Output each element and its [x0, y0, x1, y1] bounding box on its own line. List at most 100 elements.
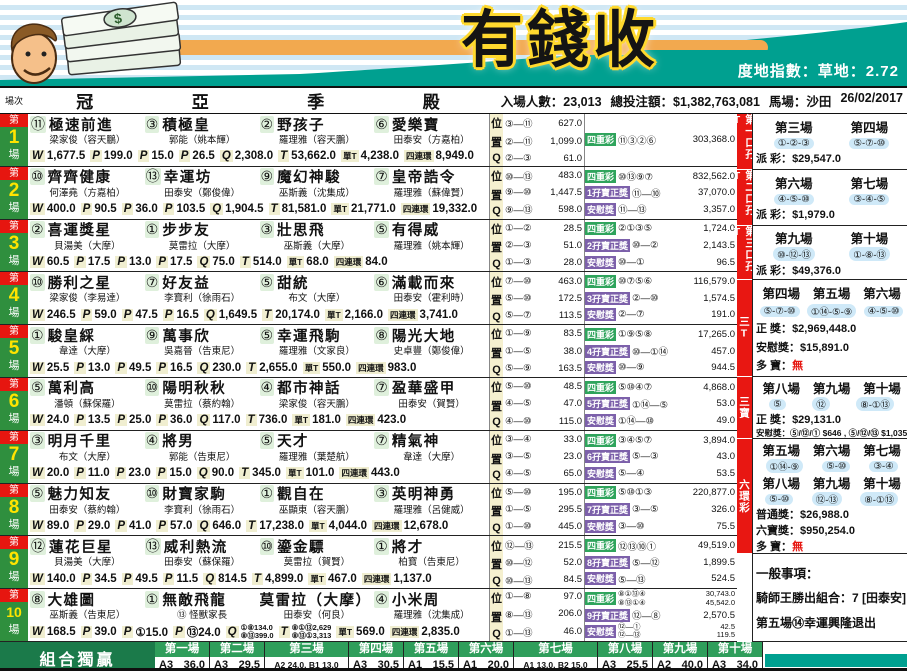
odds-value: 34.5: [94, 572, 117, 585]
payout-line: 多 寶：無: [756, 357, 907, 373]
odds-value: 41.0: [128, 519, 152, 532]
consolation-dividend: 191.0: [711, 309, 735, 321]
payout-line-key: 派 彩：: [756, 209, 793, 222]
place-q-char: 位: [491, 382, 502, 395]
horse-cell: ⑤ 有得威: [374, 220, 489, 240]
place-combo-row: ③—⑤ 23.0: [503, 451, 584, 462]
place-q-char: 位: [491, 276, 502, 289]
odds-item: W 168.5: [30, 625, 76, 638]
double-dividend: 2,143.5: [703, 239, 735, 251]
place-rows: ③—④ 33.0 ③—⑤ 23.0 ④—⑤ 65.0: [503, 431, 584, 483]
combo-win-race-header: 第三場: [265, 642, 348, 657]
odds-item: P 13.0: [74, 361, 110, 374]
odds-value: 4,899.0: [264, 572, 304, 585]
combo-win-dividend: 20.0: [487, 659, 509, 671]
race-label-suffix: 場: [8, 307, 20, 320]
odds-pool-label: W: [30, 625, 45, 638]
odds-item: P 25.0: [115, 414, 151, 427]
panel-headers: 第五場 第六場 第七場: [756, 440, 907, 459]
general-note: 第五場⑭幸運興隆退出: [756, 616, 877, 630]
race-label-suffix: 場: [8, 518, 20, 531]
race-main: ⑤ 魅力知友 ⑩ 財寶家駒 ① 觀自在 ③ 英明神勇 田泰安（蔡約翰） 李寶利（徐雨石） 巫顯東（容…: [28, 483, 490, 536]
place-q-char: 置: [491, 453, 502, 466]
payout-panels: 第三場 第四場 ①-②-③ ⑤-⑦-⑩ 派 彩：$29,547.0 第六場 第七場 ④-⑤-⑩…: [752, 114, 907, 642]
odds-item: 單T 4,238.0: [340, 150, 399, 163]
combo-win-race-header: 第七場: [514, 642, 597, 657]
place-combo-row: ⑫—⑬ 215.5: [503, 538, 584, 553]
jockey-trainer: 莫雷拉（賀賢）: [283, 557, 351, 569]
payout-line-key: 安慰獎：: [756, 341, 800, 354]
jockey-trainer: 郭能（姚本輝）: [168, 135, 236, 146]
jockeys-line: 何澤堯（方嘉柏） 田泰安（鄭俊偉） 巫斯義（沈集成） 羅理雅（蘇偉賢）: [30, 187, 489, 200]
odds-value: 53,662.0: [291, 150, 336, 163]
odds-value: 16.5: [176, 308, 199, 321]
odds-pool-label: P: [74, 519, 86, 532]
jackpot-strip-segment: 三T: [737, 280, 752, 377]
place-block: 位置 Q ⑩—⑬ 483.0 ⑨—⑩ 1,447.5 ⑨—⑬ 598.0: [490, 166, 585, 219]
payout-line: 派 彩：$1,979.0: [756, 206, 907, 222]
odds-item: P 49.5: [121, 572, 158, 585]
payout-panel: 一般事項： 騎師王勝出組合：7 [田泰安] 第五場⑭幸運興隆退出: [753, 554, 907, 642]
payout-line-value: $29,547.0: [792, 153, 841, 166]
prize-block: 四重彩 ③④⑤⑦ 3,894.0 6孖寶正獎 ⑤—③ 43.0 安慰獎 ⑤—④ 53.5: [585, 431, 737, 483]
combo-pill: ④-⑤-⑩: [863, 305, 904, 317]
prize-block: 四重彩 ⑧①⑬④ 30,743.0 ⑧⑬①④ 45,542.0 9孖寶正獎 ⑫—⑧ 2,570…: [585, 589, 737, 641]
horse-number: ⑩: [30, 168, 45, 186]
place-combo: ⑩—⑬: [505, 171, 533, 183]
odds-value: 15.0: [169, 467, 192, 480]
odds-item: P 16.5: [162, 308, 199, 321]
odds-item: P 36.0: [121, 203, 158, 216]
horse-cell: ① 駿皇綵: [30, 325, 145, 345]
quartet-line: ⑧⑬①④ 45,542.0: [618, 597, 735, 608]
quartet-badge: 四重彩: [585, 433, 617, 447]
place-dividend: 1,099.0: [550, 135, 582, 147]
place-block: 位置 Q ⑤—⑩ 195.0 ①—⑤ 295.5 ①—⑩ 445.0: [490, 483, 585, 536]
odds-pool-label: P: [173, 625, 185, 638]
horse-name: 野孩子: [277, 117, 326, 134]
odds-pool-label: 單T: [331, 203, 350, 216]
race-label-prefix: 第: [0, 377, 28, 391]
combo-pill: ⑤-⑩: [822, 460, 851, 472]
quartet-combo: ②①③⑤: [618, 223, 653, 235]
panel-race-header: 第六場: [863, 287, 901, 302]
quartet-combo: ⑧⑬①④: [618, 597, 646, 607]
consolation-combo: ⑤—④: [618, 467, 645, 479]
consolation-row: 安慰獎 ③—⑩ 75.5: [585, 519, 735, 534]
horse-cell: ⑩ 齊齊健康: [30, 167, 145, 187]
horse-name: 皇帝誥令: [391, 170, 456, 187]
odds-pool-label: Q: [203, 308, 217, 321]
combo-pill: ③-④: [869, 460, 898, 472]
horse-number: ⑤: [30, 379, 45, 397]
odds-value: 68.0: [306, 255, 329, 268]
combo-pill: ④-⑤-⑩: [773, 193, 814, 205]
odds-pool-label: W: [30, 361, 45, 374]
combo-win-race-header: 第二場: [210, 642, 264, 657]
place-combo-row: ⑤—⑨ 163.5: [503, 363, 584, 374]
odds-line: W 20.0 P 11.0 P 23.0 P 15.0 Q 90.0 T 345.0 單T 101.0 四連…: [30, 464, 489, 483]
odds-pool-label: 單T: [340, 150, 359, 163]
horses-line: ⑩ 齊齊健康 ⑬ 幸運坊 ⑨ 魔幻神駿 ⑦ 皇帝誥令: [30, 167, 489, 187]
place-combo-row: ⑦—⑩ 463.0: [503, 276, 584, 287]
odds-item: Q 2,308.0: [219, 150, 273, 163]
jockey-trainer: 潘頓（蘇保羅）: [54, 398, 121, 410]
race-main: ① 駿皇綵 ⑨ 萬事欣 ⑤ 幸運飛駒 ⑧ 陽光大地 韋達（大摩） 吳嘉晉（告東尼） 羅理雅（文家良）…: [28, 325, 490, 377]
quartet-badge: 四重彩: [585, 222, 617, 236]
odds-value: 29.0: [87, 519, 111, 532]
odds-item: W 246.5: [30, 308, 76, 321]
horse-number: ①: [30, 326, 45, 344]
place-dividend: 33.0: [563, 433, 583, 445]
odds-pool-label: P: [80, 203, 93, 216]
combo-win-cell: 第四場 A3 30.5: [349, 642, 404, 668]
race-number: 1: [8, 127, 20, 148]
place-block: 位置 Q ①—⑧ 97.0 ⑧—⑬ 206.0 ①—⑬ 46.0: [490, 589, 585, 641]
race-main: ③ 明月千里 ④ 將男 ⑤ 天才 ⑦ 精氣神 布文（大摩） 郭能（告東尼） 羅理雅（葉楚航） 韋達（大…: [28, 430, 490, 483]
odds-pool-label: W: [30, 308, 45, 321]
odds-value: 101.0: [305, 467, 335, 480]
race-row: 第 2 場 ⑩ 齊齊健康 ⑬ 幸運坊 ⑨ 魔幻神駿 ⑦ 皇帝誥令 何澤堯（方嘉柏） 田泰安（鄭俊偉） 巫斯…: [0, 166, 737, 220]
teal-line: [640, 50, 907, 55]
panel-race-header: 第九場: [812, 382, 851, 396]
quartet-stack: ⑧①⑬④ 30,743.0 ⑧⑬①④ 45,542.0: [618, 590, 735, 607]
